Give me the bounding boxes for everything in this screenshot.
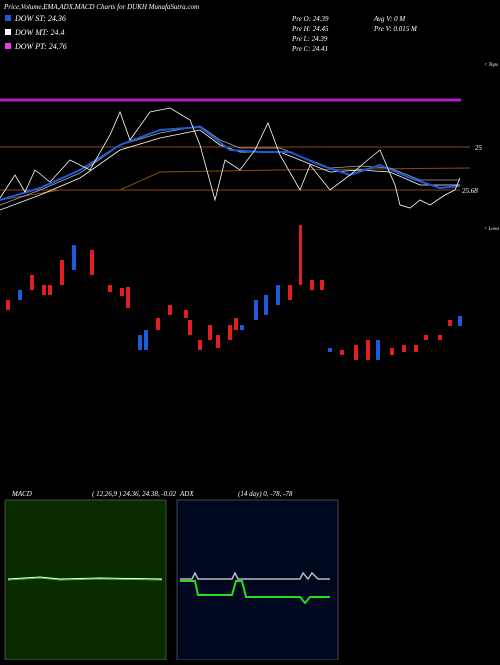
legend-swatch: [5, 43, 11, 49]
legend-entry: DOW PT: 24.76: [14, 42, 67, 51]
info: Pre O: 24.39: [291, 15, 329, 23]
info: Pre L: 24.39: [291, 35, 328, 43]
legend-swatch: [5, 29, 11, 35]
level-label: 25.68: [462, 187, 478, 195]
legend-swatch: [5, 15, 11, 21]
title: Price,Volume,EMA,ADX,MACD Charts for DUK…: [3, 3, 199, 11]
mt-line: [0, 129, 460, 211]
info: Pre H: 24.45: [291, 25, 329, 33]
macd-label: MACD: [11, 490, 32, 498]
level-label: 25: [475, 144, 483, 152]
adx-params: (14 day) 0, -78, -78: [238, 490, 293, 498]
legend-entry: DOW ST: 24.36: [14, 14, 66, 23]
price-line: [0, 107, 461, 209]
band: [0, 167, 471, 201]
info: Pre V: 0.015 M: [373, 25, 418, 33]
adx-line: [180, 571, 330, 581]
legend-entry: DOW MT: 24.4: [14, 28, 65, 37]
info: Pre C: 24.41: [291, 45, 328, 53]
st-line: [0, 125, 461, 201]
adx-panel: [176, 499, 339, 661]
info: Avg V: 0 M: [373, 15, 406, 23]
adx-label: ADX: [179, 490, 194, 498]
tops-label: < Tops: [484, 63, 498, 68]
macd-params: ( 12,26,9 ) 24.36, 24.38, -0.02: [92, 490, 176, 498]
adx-di: [180, 580, 330, 605]
macd-signal: [7, 577, 163, 581]
candles: [6, 225, 462, 360]
lows-label: < Lows: [484, 227, 499, 232]
macd-line: [7, 576, 163, 580]
